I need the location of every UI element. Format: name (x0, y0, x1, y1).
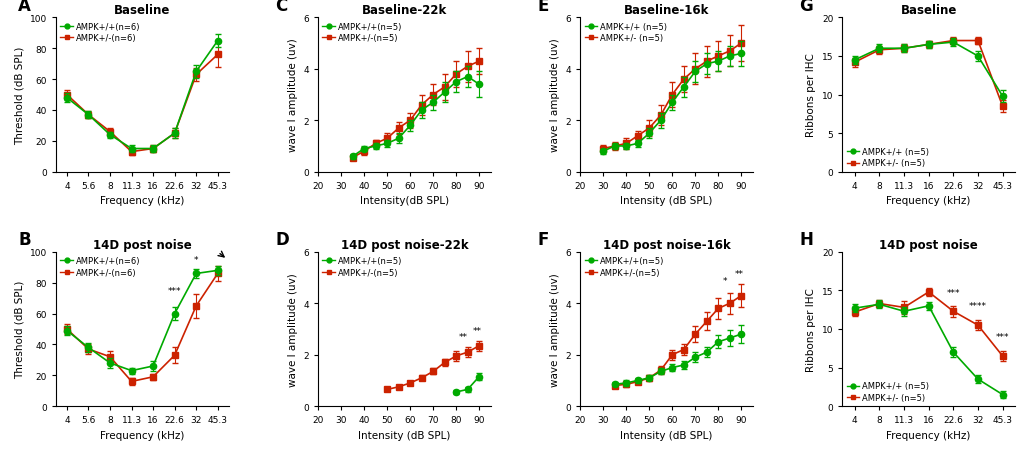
Y-axis label: wave I amplitude (uv): wave I amplitude (uv) (549, 273, 559, 386)
Title: Baseline: Baseline (114, 4, 170, 17)
Text: ***: *** (995, 332, 1009, 341)
Text: **: ** (459, 332, 467, 341)
Y-axis label: wave I amplitude (uv): wave I amplitude (uv) (549, 39, 559, 152)
Title: Baseline-16k: Baseline-16k (624, 4, 708, 17)
Y-axis label: wave I amplitude (uv): wave I amplitude (uv) (287, 39, 298, 152)
Text: B: B (18, 230, 31, 249)
Text: C: C (275, 0, 287, 15)
Title: 14D post noise-16k: 14D post noise-16k (602, 238, 730, 251)
Title: 14D post noise-22k: 14D post noise-22k (340, 238, 468, 251)
X-axis label: Intensity (dB SPL): Intensity (dB SPL) (620, 196, 712, 206)
Y-axis label: Ribbons per IHC: Ribbons per IHC (806, 53, 815, 137)
Title: 14D post noise: 14D post noise (93, 238, 192, 251)
Text: **: ** (472, 327, 481, 336)
Text: F: F (537, 230, 548, 249)
X-axis label: Frequency (kHz): Frequency (kHz) (886, 196, 970, 206)
Legend: AMPK+/+ (n=5), AMPK+/- (n=5): AMPK+/+ (n=5), AMPK+/- (n=5) (846, 148, 928, 168)
Title: Baseline-22k: Baseline-22k (362, 4, 446, 17)
Legend: AMPK+/+(n=6), AMPK+/-(n=6): AMPK+/+(n=6), AMPK+/-(n=6) (60, 22, 141, 43)
Y-axis label: wave I amplitude (uv): wave I amplitude (uv) (287, 273, 298, 386)
Text: ***: *** (946, 288, 959, 297)
Y-axis label: Threshold (dB SPL): Threshold (dB SPL) (14, 46, 24, 145)
Text: A: A (18, 0, 31, 15)
Text: **: ** (734, 269, 743, 278)
X-axis label: Frequency (kHz): Frequency (kHz) (100, 430, 184, 440)
Legend: AMPK+/+(n=5), AMPK+/-(n=5): AMPK+/+(n=5), AMPK+/-(n=5) (322, 22, 403, 43)
Text: H: H (799, 230, 812, 249)
Y-axis label: Ribbons per IHC: Ribbons per IHC (806, 287, 815, 371)
Legend: AMPK+/+(n=5), AMPK+/-(n=5): AMPK+/+(n=5), AMPK+/-(n=5) (584, 257, 664, 277)
Y-axis label: Threshold (dB SPL): Threshold (dB SPL) (14, 280, 24, 378)
X-axis label: Intensity (dB SPL): Intensity (dB SPL) (620, 430, 712, 440)
Text: ****: **** (968, 301, 986, 310)
Text: D: D (275, 230, 288, 249)
X-axis label: Frequency (kHz): Frequency (kHz) (100, 196, 184, 206)
X-axis label: Intensity(dB SPL): Intensity(dB SPL) (360, 196, 448, 206)
Text: *: * (722, 277, 727, 285)
Title: 14D post noise: 14D post noise (878, 238, 977, 251)
X-axis label: Intensity (dB SPL): Intensity (dB SPL) (358, 430, 450, 440)
Legend: AMPK+/+ (n=5), AMPK+/- (n=5): AMPK+/+ (n=5), AMPK+/- (n=5) (584, 22, 666, 43)
Text: *: * (194, 256, 199, 265)
Legend: AMPK+/+(n=6), AMPK+/-(n=6): AMPK+/+(n=6), AMPK+/-(n=6) (60, 257, 141, 277)
Legend: AMPK+/+(n=5), AMPK+/-(n=5): AMPK+/+(n=5), AMPK+/-(n=5) (322, 257, 403, 277)
X-axis label: Frequency (kHz): Frequency (kHz) (886, 430, 970, 440)
Text: ***: *** (168, 286, 181, 296)
Text: G: G (799, 0, 812, 15)
Title: Baseline: Baseline (900, 4, 956, 17)
Legend: AMPK+/+ (n=5), AMPK+/- (n=5): AMPK+/+ (n=5), AMPK+/- (n=5) (846, 381, 928, 402)
Text: E: E (537, 0, 548, 15)
